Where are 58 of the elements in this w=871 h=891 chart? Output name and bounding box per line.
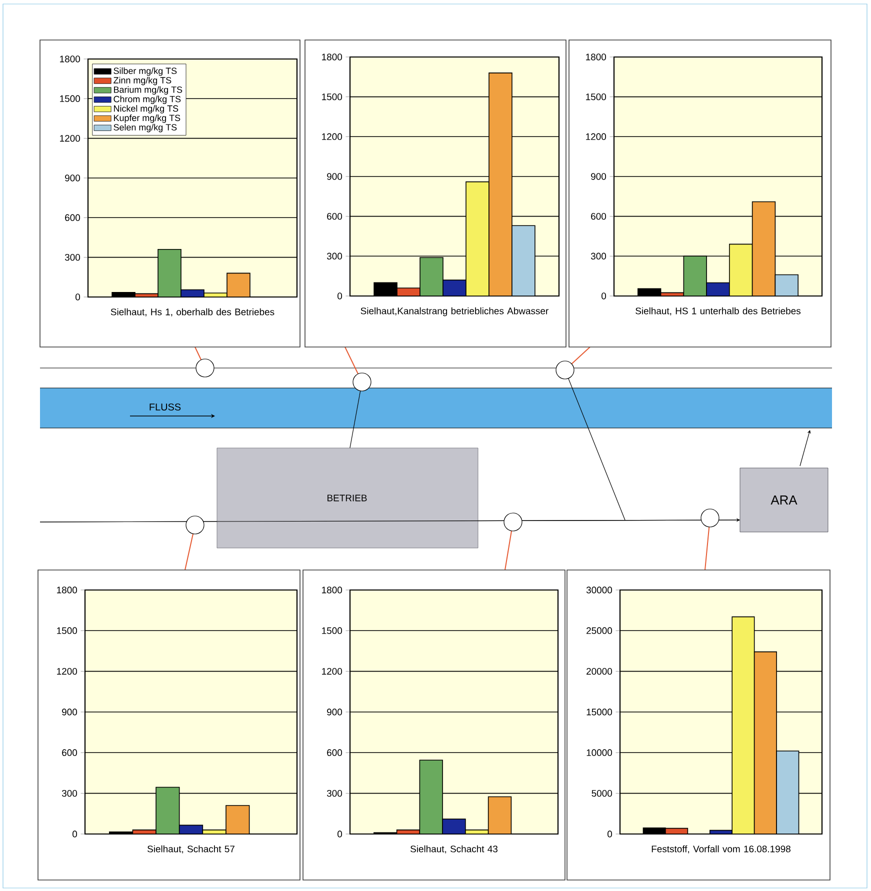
y-tick-label: 30000: [586, 586, 612, 594]
y-tick-label: 1200: [57, 668, 78, 675]
x-axis-title: Sielhaut, HS 1 unterhalb des Betriebes: [636, 307, 800, 316]
text: FLUSS: [150, 403, 181, 411]
y-tick-label: 900: [65, 174, 80, 182]
y-tick-label: 1800: [57, 586, 78, 594]
x-axis-title: Sielhaut, Schacht 57: [148, 845, 234, 854]
legend-label: Silber mg/kg TS: [114, 67, 177, 76]
y-tick-label: 300: [326, 790, 342, 797]
y-tick-label: 0: [608, 830, 612, 838]
legend-label: Selen mg/kg TS: [114, 124, 177, 132]
y-tick-label: 300: [326, 252, 342, 260]
y-tick-label: 0: [602, 292, 606, 300]
y-tick-label: 900: [62, 708, 78, 716]
x-axis-title: Feststoff, Vorfall vom 16.08.1998: [652, 845, 790, 854]
y-tick-label: 300: [62, 790, 78, 797]
y-tick-label: 600: [65, 214, 80, 222]
y-tick-label: 1500: [586, 93, 606, 100]
y-tick-label: 0: [338, 292, 342, 300]
legend-label: Kupfer mg/kg TS: [114, 114, 180, 123]
y-tick-label: 600: [327, 212, 342, 220]
y-tick-label: 1500: [57, 627, 78, 634]
y-tick-label: 600: [591, 212, 606, 220]
y-tick-label: 600: [62, 749, 78, 756]
y-tick-label: 900: [327, 708, 342, 716]
legend-label: Barium mg/kg TS: [114, 86, 182, 95]
y-tick-label: 1800: [322, 54, 342, 60]
y-tick-label: 0: [76, 294, 80, 300]
y-tick-label: 300: [590, 252, 606, 260]
y-tick-label: 1500: [322, 627, 342, 634]
y-tick-label: 10000: [586, 749, 612, 756]
x-axis-title: Sielhaut, Schacht 43: [410, 845, 498, 854]
y-tick-label: 0: [72, 830, 78, 838]
y-tick-label: 1200: [322, 133, 342, 140]
y-tick-label: 20000: [586, 668, 612, 675]
legend-label: Zinn mg/kg TS: [114, 76, 172, 86]
y-tick-label: 300: [64, 254, 80, 261]
y-tick-label: 5000: [592, 790, 612, 797]
y-tick-label: 0: [338, 830, 342, 838]
y-tick-label: 1800: [322, 586, 342, 594]
y-tick-label: 1200: [322, 668, 342, 675]
legend-label: Chrom mg/kg TS: [114, 96, 181, 104]
y-tick-label: 900: [591, 173, 606, 180]
y-tick-label: 1500: [60, 95, 80, 102]
y-tick-label: 1800: [586, 54, 606, 60]
y-tick-label: 1800: [60, 56, 80, 62]
y-tick-label: 900: [327, 173, 342, 180]
x-axis-title: Sielhaut,Kanalstrang betriebliches Abwasser: [360, 307, 548, 316]
y-tick-label: 1500: [322, 93, 342, 100]
y-tick-label: 1200: [586, 133, 606, 140]
text: ARA: [770, 496, 798, 504]
x-axis-title: Sielhaut, Hs 1, oberhalb des Betriebes: [110, 308, 274, 316]
y-tick-label: 1200: [60, 134, 80, 142]
y-tick-label: 600: [327, 749, 342, 756]
y-tick-label: 25000: [586, 627, 612, 634]
legend-label: Nickel mg/kg TS: [114, 105, 178, 114]
text: BETRIEB: [328, 494, 367, 502]
y-tick-label: 15000: [586, 708, 612, 716]
